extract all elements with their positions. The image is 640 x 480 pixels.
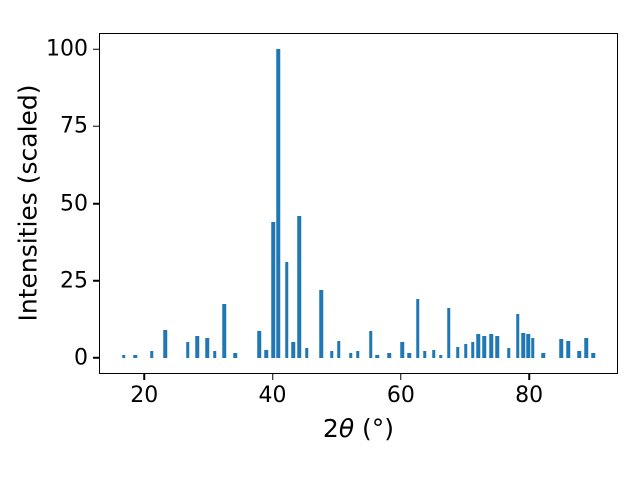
x-tick-mark — [271, 373, 274, 380]
bar — [422, 351, 427, 358]
bar — [271, 222, 275, 358]
bar — [133, 354, 138, 358]
x-axis-label-coefficient: 2 — [322, 414, 339, 443]
bar — [150, 351, 154, 358]
bar — [415, 299, 420, 358]
bar — [541, 352, 545, 358]
y-tick-mark — [93, 356, 100, 359]
x-tick-label: 60 — [386, 383, 415, 408]
x-tick-mark — [400, 373, 402, 380]
x-tick-mark — [143, 373, 145, 380]
bar — [591, 352, 596, 358]
y-tick-mark — [93, 279, 100, 282]
bar — [506, 348, 511, 358]
x-axis-label-theta: θ — [338, 414, 355, 443]
bar — [447, 308, 451, 358]
bar — [407, 352, 411, 358]
bar — [375, 354, 379, 358]
bar — [304, 348, 309, 358]
plot-area: 20 40 60 80 0 25 50 75 100 — [46, 33, 618, 408]
bar — [400, 342, 404, 358]
bar — [489, 334, 494, 358]
y-tick-label: 50 — [60, 191, 88, 216]
bar — [566, 340, 570, 358]
bar — [584, 337, 588, 358]
bar — [577, 351, 581, 358]
bar — [438, 354, 443, 358]
y-tick-mark — [93, 48, 100, 51]
x-axis-label-unit: (°) — [354, 414, 395, 443]
y-tick-label: 25 — [60, 268, 88, 294]
bar — [205, 337, 209, 358]
bar — [297, 215, 302, 358]
bar — [482, 336, 486, 358]
bar — [276, 49, 281, 358]
bar — [195, 336, 200, 358]
bar — [559, 339, 563, 358]
bar — [349, 352, 353, 358]
bar — [319, 289, 324, 358]
y-axis-label: Intensities (scaled) — [13, 84, 43, 322]
bar — [329, 351, 334, 358]
bar — [186, 342, 190, 358]
bar — [470, 342, 475, 358]
x-tick-mark — [528, 373, 530, 380]
bar — [387, 352, 392, 358]
x-axis-label: 2θ (°) — [99, 414, 618, 443]
y-tick-mark — [93, 202, 100, 205]
bar — [264, 349, 268, 358]
bar — [121, 354, 126, 358]
bar — [431, 349, 436, 358]
y-tick-label: 100 — [46, 36, 88, 62]
bar — [495, 336, 499, 358]
y-tick-label: 75 — [60, 113, 88, 139]
bar — [213, 351, 217, 358]
bar — [284, 262, 289, 358]
x-tick-label: 20 — [130, 383, 159, 408]
x-tick-label: 80 — [515, 383, 544, 408]
x-tick-label: 40 — [258, 383, 287, 408]
bar — [222, 303, 227, 358]
bar — [233, 352, 238, 358]
bar — [476, 334, 481, 358]
bar — [291, 342, 295, 358]
bar — [521, 332, 526, 358]
bar — [531, 337, 535, 358]
bar — [257, 331, 261, 358]
bar — [356, 351, 360, 358]
bar — [463, 343, 468, 358]
bar — [368, 331, 373, 358]
y-tick-mark — [93, 125, 100, 128]
bar — [163, 329, 168, 358]
bar — [336, 340, 341, 358]
bar — [526, 334, 531, 358]
bar — [456, 346, 460, 358]
bar — [515, 314, 520, 358]
y-tick-label: 0 — [74, 345, 88, 371]
